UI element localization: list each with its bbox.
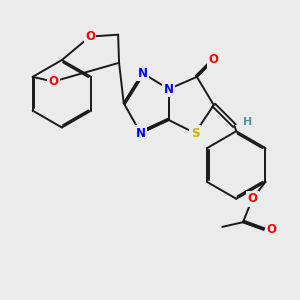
Text: N: N [137, 67, 148, 80]
Text: N: N [164, 82, 174, 96]
Text: O: O [248, 192, 257, 205]
Text: O: O [209, 53, 219, 67]
Text: N: N [136, 127, 146, 140]
Text: H: H [243, 117, 252, 127]
Text: O: O [85, 30, 95, 43]
Text: O: O [48, 75, 58, 88]
Text: S: S [191, 127, 199, 140]
Text: O: O [266, 223, 276, 236]
